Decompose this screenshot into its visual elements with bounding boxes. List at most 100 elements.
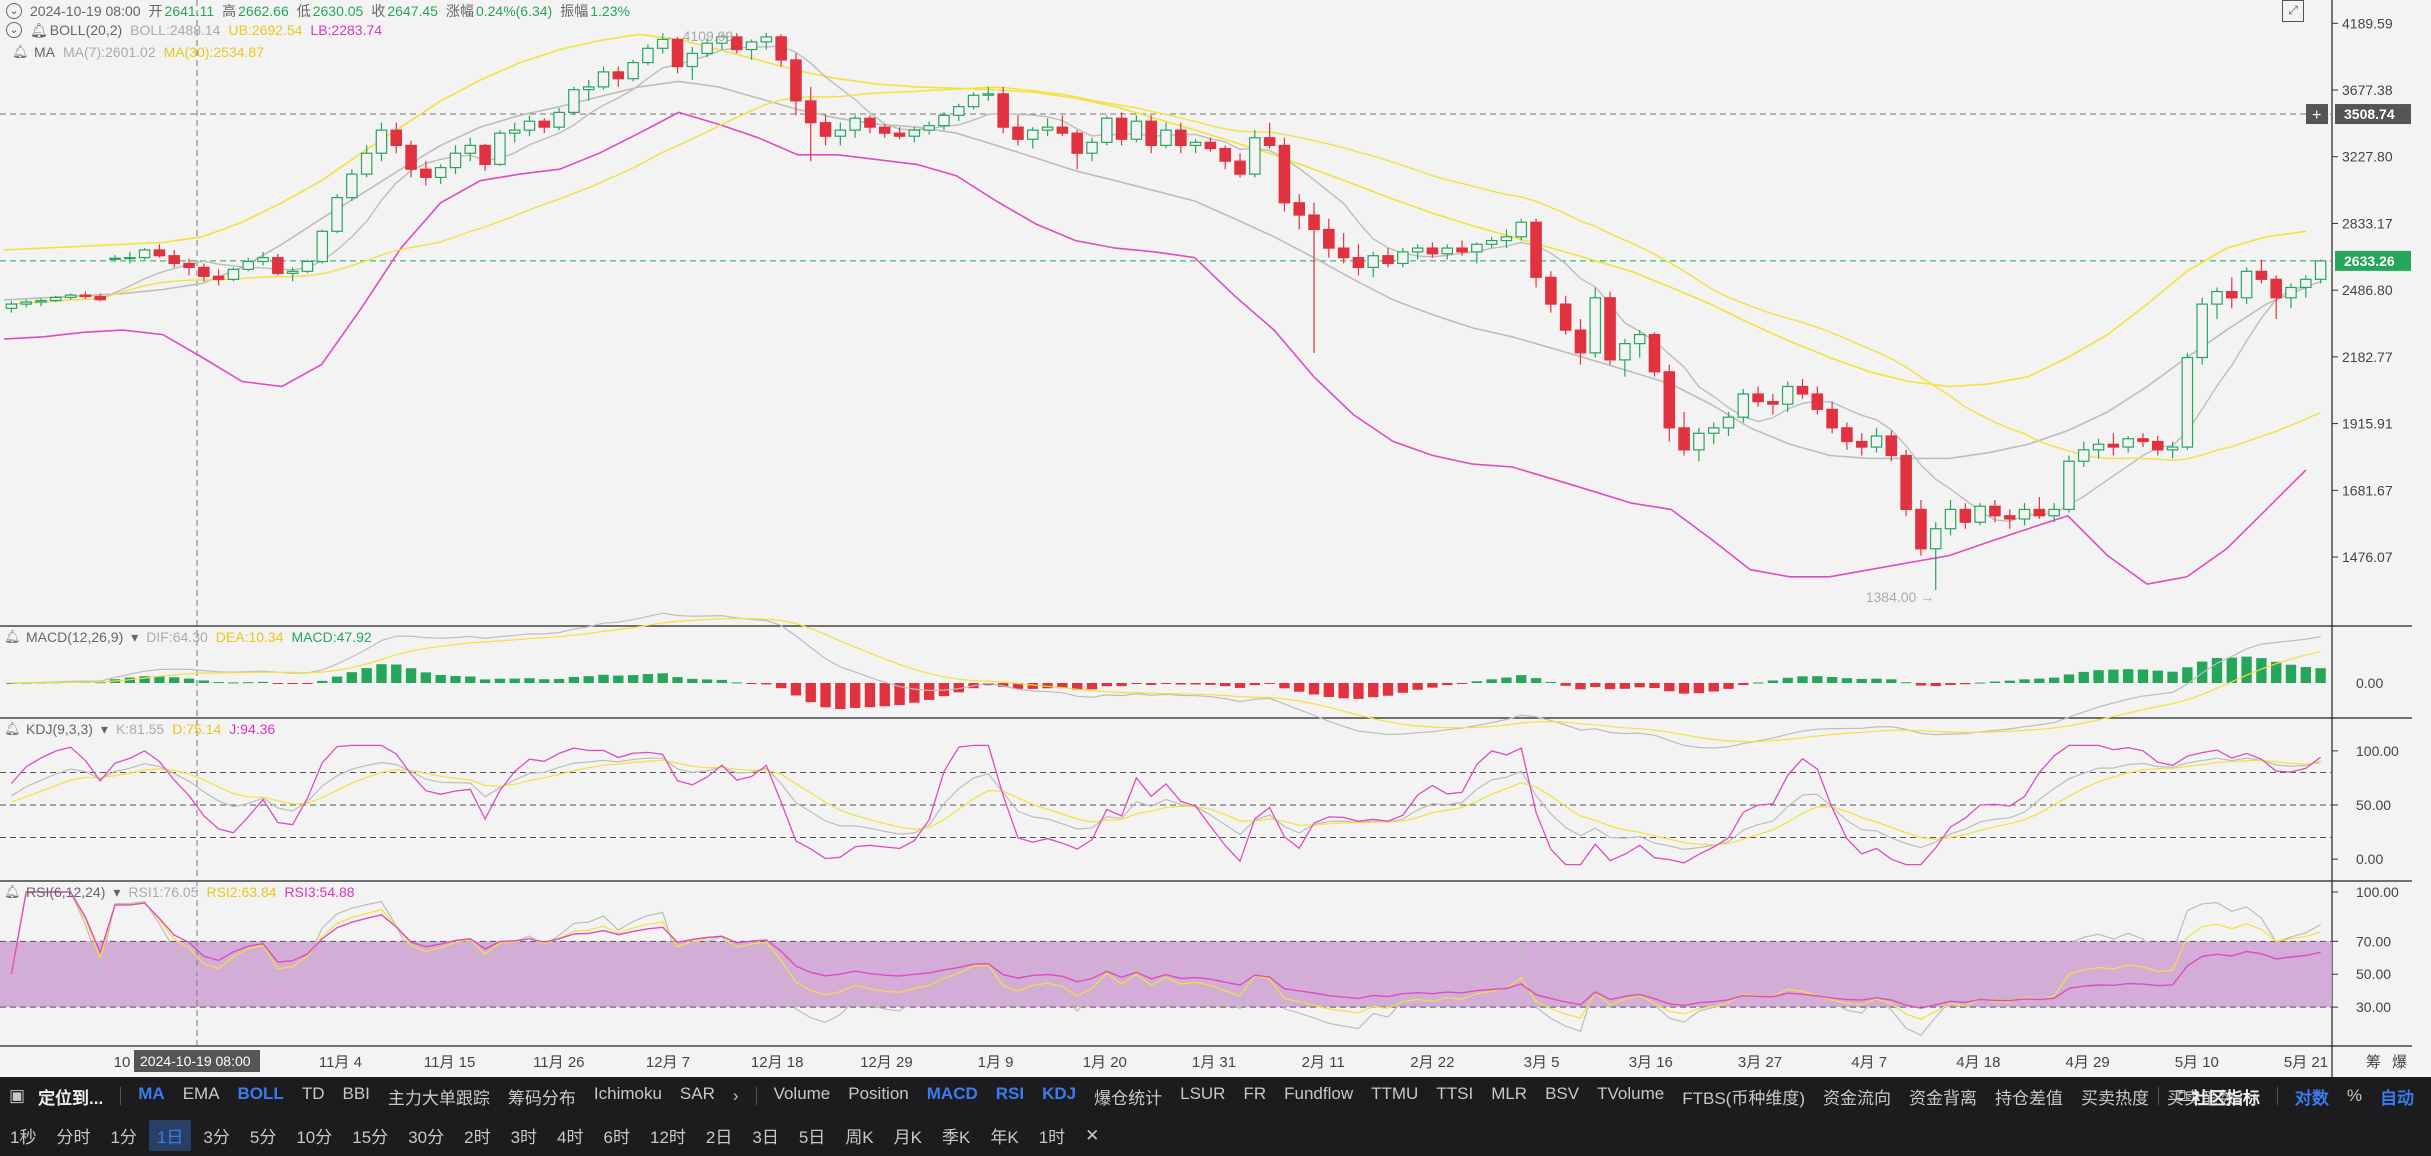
bell-icon[interactable]: 🔔︎ [4, 721, 21, 736]
candle-body [1323, 228, 1335, 249]
sub-indicator-13[interactable]: TVolume [1597, 1083, 1665, 1103]
indicator-ichimoku[interactable]: Ichimoku [593, 1083, 662, 1103]
indicator-ema[interactable]: EMA [182, 1083, 220, 1103]
bell-icon[interactable]: 🔔︎ [4, 629, 21, 644]
timeframe-16[interactable]: 5日 [798, 1128, 826, 1147]
indicator--[interactable]: 筹码分布 [507, 1088, 576, 1108]
timeframe-14[interactable]: 2日 [705, 1128, 733, 1147]
macd-bar [1575, 683, 1586, 690]
macd-dea: DEA:10.34 [215, 629, 284, 645]
candle-body [50, 296, 62, 302]
locate-button[interactable]: 定位到... [38, 1088, 104, 1108]
timeframe-20[interactable]: 年K [990, 1128, 1019, 1147]
community-indicators-icon[interactable]: ⧉ [2175, 1086, 2188, 1105]
macd-bar [1338, 683, 1349, 699]
sub-indicator-5[interactable]: 爆仓统计 [1094, 1088, 1163, 1108]
sub-indicator-11[interactable]: MLR [1491, 1083, 1528, 1103]
indicator-bbi[interactable]: BBI [342, 1083, 370, 1103]
timeframe-21[interactable]: 1时 [1038, 1128, 1066, 1147]
sub-indicator-10[interactable]: TTSI [1436, 1083, 1474, 1103]
sub-indicator-0[interactable]: Volume [773, 1083, 831, 1103]
sub-indicator-8[interactable]: Fundflow [1284, 1083, 1354, 1103]
sub-indicator-2[interactable]: MACD [926, 1083, 978, 1103]
candle-body [1263, 137, 1276, 147]
x-axis-label: 4月 29 [2065, 1054, 2109, 1071]
log-scale-toggle[interactable]: 对数 [2294, 1088, 2329, 1108]
timeframe-18[interactable]: 月K [893, 1128, 922, 1147]
rsi-name[interactable]: RSI(6,12,24) [26, 884, 106, 900]
bell-icon[interactable]: 🔔︎ [30, 21, 48, 38]
dropdown-icon[interactable]: ▾ [113, 883, 121, 900]
timeframe-4[interactable]: 3分 [203, 1128, 230, 1147]
timeframe-19[interactable]: 季K [942, 1128, 971, 1147]
timeframe-9[interactable]: 2时 [464, 1128, 491, 1147]
auto-scale-toggle[interactable]: 自动 [2380, 1088, 2414, 1108]
timeframe-10[interactable]: 3时 [510, 1128, 538, 1147]
indicator--[interactable]: 主力大单跟踪 [387, 1088, 490, 1108]
sub-indicator-6[interactable]: LSUR [1180, 1083, 1226, 1103]
ma-name[interactable]: MA [34, 44, 55, 60]
timeframe-15[interactable]: 3日 [752, 1128, 779, 1147]
macd-bar [2137, 669, 2149, 683]
timeframe-17[interactable]: 周K [845, 1128, 874, 1147]
sub-indicator-3[interactable]: RSI [995, 1083, 1025, 1103]
percent-scale-toggle[interactable]: % [2346, 1086, 2362, 1105]
indicator-sar[interactable]: SAR [679, 1083, 715, 1103]
sub-indicator-15[interactable]: 资金流向 [1823, 1088, 1891, 1108]
timeframe-8[interactable]: 30分 [408, 1128, 445, 1147]
macd-bar [1678, 683, 1690, 694]
candle-body [1870, 435, 1883, 448]
price-axis-label: 3677.38 [2342, 82, 2393, 98]
sub-indicator-9[interactable]: TTMU [1371, 1083, 1419, 1103]
chevron-down-icon[interactable]: ⌄ [6, 3, 22, 19]
sub-indicator-14[interactable]: FTBS(币种维度) [1682, 1088, 1805, 1108]
macd-bar [2196, 661, 2208, 683]
chevron-right-icon[interactable]: › [732, 1086, 739, 1105]
bell-icon[interactable]: 🔔︎ [12, 44, 29, 59]
chevron-right-icon[interactable]: › [2253, 1086, 2259, 1105]
community-indicators-button[interactable]: 社区指标 [2191, 1088, 2260, 1108]
calendar-icon[interactable]: ▣ [9, 1086, 26, 1105]
candle-body [997, 93, 1009, 128]
sub-indicator-17[interactable]: 持仓差值 [1995, 1088, 2063, 1108]
chevron-down-icon[interactable]: ⌄ [6, 22, 22, 38]
macd-bar [287, 683, 298, 684]
indicator-boll[interactable]: BOLL [237, 1083, 284, 1103]
dropdown-icon[interactable]: ▾ [100, 720, 108, 737]
sub-indicator-4[interactable]: KDJ [1042, 1083, 1077, 1103]
kdj-name[interactable]: KDJ(9,3,3) [26, 721, 93, 737]
macd-name[interactable]: MACD(12,26,9) [26, 629, 124, 645]
timeframe-1[interactable]: 分时 [56, 1128, 91, 1147]
sub-indicator-12[interactable]: BSV [1545, 1083, 1580, 1103]
sub-indicator-16[interactable]: 资金背离 [1909, 1088, 1977, 1108]
timeframe-2[interactable]: 1分 [110, 1128, 137, 1147]
indicator-td[interactable]: TD [301, 1083, 325, 1103]
candle-body [1411, 247, 1424, 253]
dropdown-icon[interactable]: ▾ [131, 628, 139, 645]
chart-canvas[interactable]: 4189.59 3677.38 3227.80 2833.17 2486.80 2182.… [0, 0, 2431, 1077]
timeframe-11[interactable]: 4时 [557, 1128, 584, 1147]
price-axis-label: 1915.91 [2342, 416, 2393, 432]
timeframe-3[interactable]: 1日 [148, 1120, 192, 1151]
timeframe-7[interactable]: 15分 [352, 1128, 389, 1147]
boll-name[interactable]: BOLL(20,2) [49, 22, 123, 38]
timeframe-6[interactable]: 10分 [296, 1128, 333, 1147]
candle-body [967, 94, 980, 108]
close-icon[interactable]: ✕ [1085, 1125, 1100, 1145]
timeframe-12[interactable]: 6时 [603, 1128, 630, 1147]
sub-indicator-18[interactable]: 买卖热度 [2081, 1088, 2149, 1108]
timeframe-5[interactable]: 5分 [249, 1128, 277, 1147]
candle-body [1101, 117, 1113, 143]
timeframe-0[interactable]: 1秒 [10, 1128, 37, 1147]
x-axis-label: 10 [114, 1054, 131, 1071]
macd-bar [1397, 683, 1409, 693]
fullscreen-icon[interactable]: ⤢ [2282, 0, 2304, 22]
macd-bar [1812, 676, 1823, 683]
indicator-ma[interactable]: MA [138, 1083, 165, 1103]
sub-indicator-1[interactable]: Position [848, 1083, 909, 1103]
sub-indicator-19[interactable]: 买卖笔数 [2167, 1088, 2235, 1108]
macd-bar [2048, 677, 2060, 683]
bell-icon[interactable]: 🔔︎ [4, 884, 21, 899]
sub-indicator-7[interactable]: FR [1243, 1083, 1267, 1103]
timeframe-13[interactable]: 12时 [649, 1128, 686, 1147]
